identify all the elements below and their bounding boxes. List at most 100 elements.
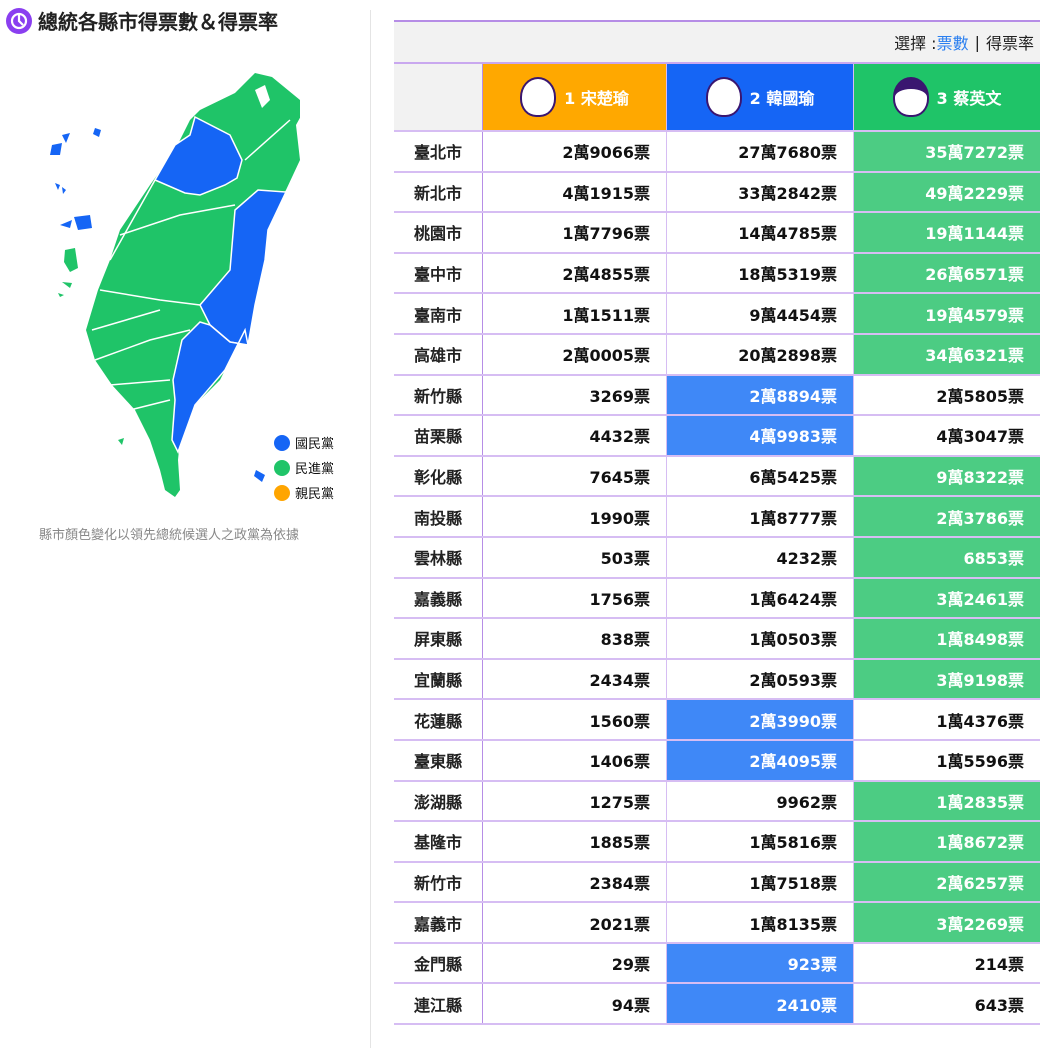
vote-cell: 3萬9198票	[854, 659, 1040, 699]
city-name: 基隆市	[394, 822, 483, 861]
vote-cell: 1萬0503票	[667, 619, 854, 658]
vote-cell: 6853票	[854, 537, 1040, 577]
vote-cell: 1756票	[483, 578, 667, 618]
table-row: 彰化縣 7645票 6萬5425票 9萬8322票	[394, 456, 1040, 498]
vote-cell: 2萬0005票	[483, 334, 667, 374]
vote-cell: 1萬5596票	[936, 752, 1024, 772]
vote-cell: 1275票	[483, 781, 667, 821]
legend-dot	[274, 459, 290, 476]
vote-cell: 2萬3990票	[667, 700, 854, 739]
city-name: 新竹縣	[394, 375, 483, 415]
vote-cell: 2萬4855票	[483, 253, 667, 293]
option-votes[interactable]: 票數	[936, 34, 969, 53]
map-region-taitung[interactable]	[171, 321, 249, 454]
vote-cell: 3萬2461票	[854, 578, 1040, 618]
legend-item: 國民黨	[274, 430, 334, 455]
vote-cell: 1萬7518票	[667, 862, 854, 902]
table-row: 宜蘭縣 2434票 2萬0593票 3萬9198票	[394, 659, 1040, 701]
vote-cell: 7645票	[483, 456, 667, 496]
vote-cell: 6萬5425票	[667, 456, 854, 496]
map-region-hsinchu-miaoli[interactable]	[153, 115, 243, 196]
title-text: 總統各縣市得票數＆得票率	[38, 10, 278, 34]
tsai-avatar-icon	[892, 77, 929, 117]
results-table: 選擇 : 票數 | 得票率 1 宋楚瑜 2 韓國瑜 3 蔡英文 臺北市 2萬906…	[394, 20, 1040, 1026]
city-name: 苗栗縣	[394, 416, 483, 455]
table-row: 新竹市 2384票 1萬7518票 2萬6257票	[394, 862, 1040, 904]
vote-cell: 9962票	[667, 781, 854, 821]
vote-cell: 643票	[974, 995, 1024, 1015]
vote-cell: 29票	[483, 943, 667, 983]
vote-cell: 1406票	[483, 740, 667, 780]
city-name: 桃園市	[394, 213, 483, 252]
table-row: 澎湖縣 1275票 9962票 1萬2835票	[394, 781, 1040, 823]
vote-cell: 49萬2229票	[854, 172, 1040, 212]
table-row: 金門縣 29票 923票 214票	[394, 943, 1040, 985]
vote-cell: 1萬8498票	[854, 619, 1040, 658]
map-region-green[interactable]	[86, 73, 300, 497]
map-islands-kinmen-matsu	[50, 128, 265, 482]
vote-cell: 1萬6424票	[667, 578, 854, 618]
vote-cell: 4萬1915票	[483, 172, 667, 212]
vote-cell: 923票	[667, 943, 854, 983]
table-row: 桃園市 1萬7796票 14萬4785票 19萬1144票	[394, 213, 1040, 254]
vote-cell: 1萬5816票	[667, 822, 854, 861]
table-row: 基隆市 1885票 1萬5816票 1萬8672票	[394, 822, 1040, 863]
table-row: 臺北市 2萬9066票 27萬7680票 35萬7272票	[394, 132, 1040, 173]
city-name: 新竹市	[394, 862, 483, 902]
vote-cell: 2萬8894票	[667, 375, 854, 415]
city-name: 嘉義縣	[394, 578, 483, 618]
city-name: 澎湖縣	[394, 781, 483, 821]
vote-cell: 2萬6257票	[854, 862, 1040, 902]
divider	[370, 10, 371, 1048]
table-row: 嘉義市 2021票 1萬8135票 3萬2269票	[394, 903, 1040, 944]
candidate-header-2: 2 韓國瑜	[667, 64, 854, 130]
candidate-header-1: 1 宋楚瑜	[483, 64, 667, 130]
vote-cell: 19萬1144票	[854, 213, 1040, 252]
table-row: 臺東縣 1406票 2萬4095票 1萬5596票	[394, 740, 1040, 782]
table-row: 臺中市 2萬4855票 18萬5319票 26萬6571票	[394, 253, 1040, 295]
table-row: 新竹縣 3269票 2萬8894票 2萬5805票	[394, 375, 1040, 417]
city-name: 彰化縣	[394, 456, 483, 496]
vote-cell: 34萬6321票	[854, 334, 1040, 374]
vote-cell: 2萬3786票	[854, 497, 1040, 536]
city-name: 屏東縣	[394, 619, 483, 658]
table-row: 連江縣 94票 2410票 643票	[394, 984, 1040, 1026]
city-name: 宜蘭縣	[394, 659, 483, 699]
vote-cell: 503票	[483, 537, 667, 577]
vote-cell: 9萬8322票	[854, 456, 1040, 496]
vote-cell: 4萬9983票	[667, 416, 854, 455]
vote-cell: 2萬0593票	[667, 659, 854, 699]
vote-cell: 18萬5319票	[667, 253, 854, 293]
legend-dot	[274, 434, 290, 451]
city-name: 嘉義市	[394, 903, 483, 942]
vote-cell: 3269票	[483, 375, 667, 415]
vote-cell: 3萬2269票	[854, 903, 1040, 942]
table-row: 苗栗縣 4432票 4萬9983票 4萬3047票	[394, 416, 1040, 457]
table-row: 臺南市 1萬1511票 9萬4454票 19萬4579票	[394, 294, 1040, 335]
city-name: 連江縣	[394, 984, 483, 1024]
vote-cell: 2384票	[483, 862, 667, 902]
vote-cell: 94票	[483, 984, 667, 1024]
vote-cell: 4萬3047票	[936, 427, 1024, 447]
table-row: 花蓮縣 1560票 2萬3990票 1萬4376票	[394, 700, 1040, 741]
city-name: 臺南市	[394, 294, 483, 333]
mode-selector: 選擇 : 票數 | 得票率	[394, 22, 1040, 64]
vote-cell: 26萬6571票	[854, 253, 1040, 293]
vote-cell: 14萬4785票	[667, 213, 854, 252]
city-name: 金門縣	[394, 943, 483, 983]
vote-cell: 1萬8672票	[854, 822, 1040, 861]
clock-logo-icon	[6, 7, 32, 34]
table-row: 新北市 4萬1915票 33萬2842票 49萬2229票	[394, 172, 1040, 214]
table-row: 高雄市 2萬0005票 20萬2898票 34萬6321票	[394, 334, 1040, 376]
option-rate[interactable]: 得票率	[985, 34, 1034, 53]
vote-cell: 27萬7680票	[667, 132, 854, 171]
vote-cell: 838票	[483, 619, 667, 658]
map-note: 縣市顏色變化以領先總統候選人之政黨為依據	[39, 528, 300, 543]
vote-cell: 33萬2842票	[667, 172, 854, 212]
vote-cell: 2萬4095票	[667, 740, 854, 780]
vote-cell: 9萬4454票	[667, 294, 854, 333]
vote-cell: 2434票	[483, 659, 667, 699]
candidate-header: 1 宋楚瑜 2 韓國瑜 3 蔡英文	[394, 64, 1040, 132]
vote-cell: 4232票	[667, 537, 854, 577]
vote-cell: 1萬8135票	[667, 903, 854, 942]
